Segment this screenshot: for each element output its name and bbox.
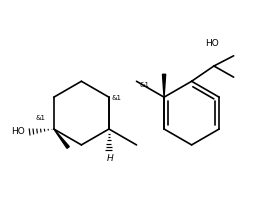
Polygon shape — [54, 129, 69, 148]
Text: &1: &1 — [36, 115, 46, 121]
Text: HO: HO — [205, 39, 218, 48]
Polygon shape — [162, 74, 165, 97]
Text: H: H — [107, 153, 114, 163]
Text: HO: HO — [11, 127, 25, 136]
Text: &1: &1 — [138, 82, 149, 88]
Text: &1: &1 — [111, 95, 121, 101]
